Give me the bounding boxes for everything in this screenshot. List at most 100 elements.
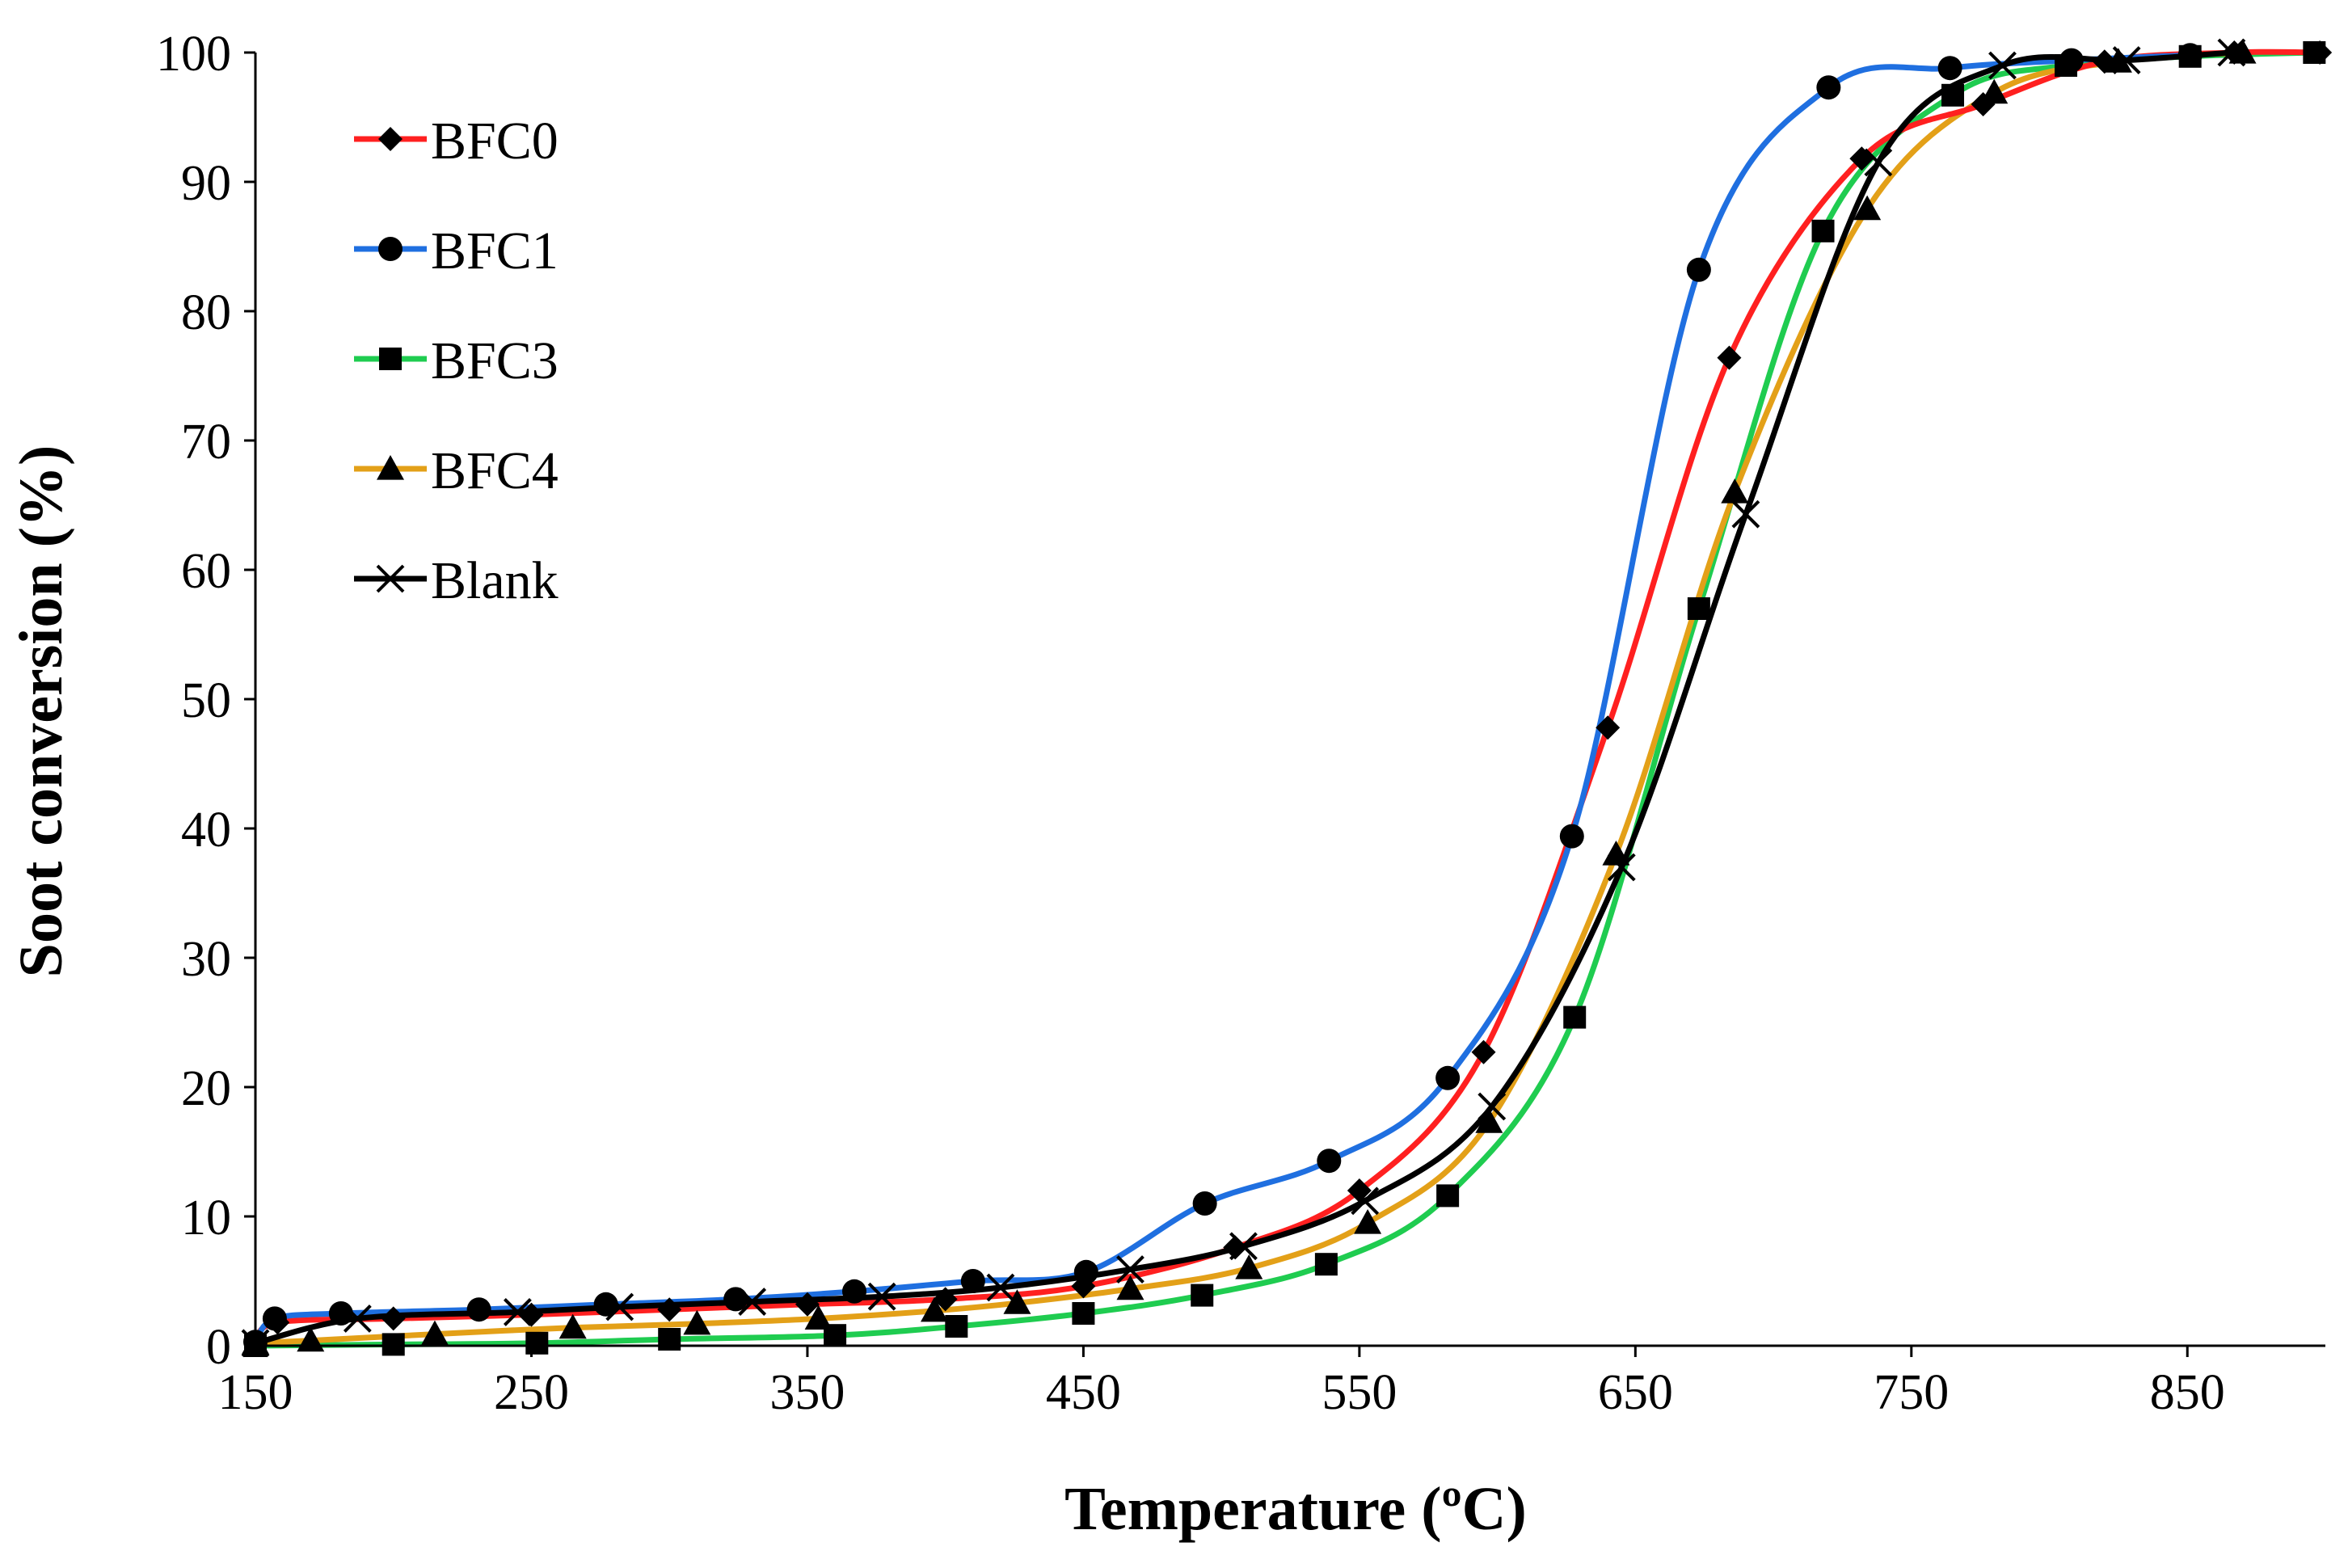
data-point-bfc1 <box>2177 43 2203 68</box>
data-point-blank <box>1864 148 1893 177</box>
x-tick-label: 750 <box>1874 1365 1949 1420</box>
data-point-bfc4 <box>1475 1108 1503 1133</box>
data-point-bfc1 <box>1073 1259 1098 1284</box>
x-tick-label: 450 <box>1046 1365 1121 1420</box>
data-point-bfc1 <box>1816 75 1841 100</box>
data-point-blank <box>986 1273 1015 1302</box>
legend-marker <box>378 127 403 151</box>
data-point-blank <box>738 1288 767 1317</box>
legend-marker <box>376 564 405 593</box>
data-point-blank <box>343 1304 372 1333</box>
data-point-bfc1 <box>841 1279 866 1304</box>
x-tick-label: 850 <box>2150 1365 2225 1420</box>
series-lines <box>252 48 2323 1349</box>
x-tick-label: 250 <box>494 1365 569 1420</box>
data-point-bfc1 <box>1192 1191 1217 1216</box>
legend-item-bfc4: BFC4 <box>354 441 559 500</box>
data-point-bfc0 <box>795 1292 820 1317</box>
legend-item-bfc3: BFC3 <box>354 331 559 390</box>
data-point-blank <box>1229 1232 1258 1261</box>
data-point-bfc4 <box>420 1320 449 1346</box>
data-point-bfc0 <box>1717 345 1742 370</box>
data-point-blank <box>1478 1092 1507 1121</box>
legend-label: BFC3 <box>431 331 559 390</box>
data-point-blank <box>2112 46 2141 75</box>
legend-marker <box>379 348 402 370</box>
legend-item-bfc1: BFC1 <box>354 221 559 280</box>
data-point-bfc4 <box>1235 1254 1263 1279</box>
data-point-bfc1 <box>262 1306 287 1331</box>
y-tick-label: 20 <box>181 1061 231 1116</box>
legend-marker <box>378 237 403 261</box>
x-axis-title: Temperature (ºC) <box>1064 1475 1527 1543</box>
data-point-bfc3 <box>658 1328 681 1351</box>
y-tick-label: 70 <box>181 415 231 470</box>
data-point-bfc4 <box>1602 841 1630 866</box>
data-point-bfc3 <box>1436 1184 1460 1208</box>
data-point-bfc4 <box>1354 1209 1382 1234</box>
legend-label: BFC1 <box>431 221 559 280</box>
tick-labels: 150 250 350 450 550 650 750 850 0 10 20 30 40 50 60 70 8… <box>156 27 2225 1420</box>
data-point-bfc1 <box>1559 824 1584 849</box>
tick-marks <box>244 51 2189 1357</box>
data-point-bfc4 <box>1853 195 1882 221</box>
data-point-bfc3 <box>1687 597 1710 620</box>
y-tick-label: 30 <box>181 932 231 987</box>
data-point-bfc4 <box>1721 478 1749 504</box>
data-point-blank <box>605 1292 634 1321</box>
data-point-bfc3 <box>1941 83 1965 107</box>
y-tick-label: 100 <box>156 27 231 82</box>
y-axis-title: Soot conversion (%) <box>7 445 75 978</box>
data-point-bfc0 <box>1347 1178 1372 1203</box>
data-point-bfc0 <box>933 1287 958 1312</box>
legend-label: BFC0 <box>431 112 559 171</box>
data-point-bfc0 <box>2092 49 2117 74</box>
data-point-bfc0 <box>1471 1039 1496 1064</box>
data-point-bfc4 <box>804 1305 833 1330</box>
data-point-blank <box>1988 51 2017 80</box>
data-point-bfc0 <box>381 1306 406 1331</box>
data-point-bfc3 <box>1072 1302 1095 1325</box>
data-point-bfc4 <box>1003 1289 1031 1314</box>
data-point-blank <box>1351 1187 1380 1216</box>
data-point-bfc4 <box>683 1309 711 1335</box>
series-line-bfc3 <box>252 49 2317 1349</box>
series-line-bfc0 <box>252 48 2323 1345</box>
y-tick-label: 60 <box>181 544 231 599</box>
x-tick-label: 550 <box>1322 1365 1397 1420</box>
data-point-bfc1 <box>1435 1065 1461 1090</box>
y-tick-label: 80 <box>181 285 231 340</box>
x-tick-label: 150 <box>218 1365 293 1420</box>
data-point-bfc1 <box>466 1297 491 1322</box>
data-point-bfc0 <box>1596 715 1621 740</box>
axes <box>254 53 2325 1347</box>
data-point-bfc1 <box>1937 56 1962 81</box>
data-point-bfc1 <box>328 1301 353 1326</box>
legend-item-blank: Blank <box>354 551 559 610</box>
data-point-bfc0 <box>1971 92 1996 116</box>
legend-label: Blank <box>431 551 559 610</box>
data-point-bfc3 <box>525 1331 549 1355</box>
legend: BFC0 BFC1 BFC3 BFC4 Blank <box>354 112 559 610</box>
data-point-bfc1 <box>1686 257 1711 282</box>
data-point-bfc4 <box>1116 1275 1144 1300</box>
data-point-blank <box>2217 38 2246 67</box>
data-point-blank <box>1731 499 1760 529</box>
data-point-bfc4 <box>921 1296 949 1322</box>
data-point-blank <box>867 1282 896 1311</box>
data-point-bfc1 <box>1317 1149 1342 1174</box>
data-point-bfc3 <box>1811 219 1835 242</box>
y-tick-label: 50 <box>181 673 231 728</box>
y-tick-label: 90 <box>181 156 231 211</box>
data-point-bfc0 <box>2222 40 2247 65</box>
y-tick-label: 40 <box>181 803 231 858</box>
data-point-blank <box>1116 1255 1144 1284</box>
data-point-blank <box>1607 853 1636 882</box>
data-point-blank <box>503 1297 532 1326</box>
data-point-bfc1 <box>2059 48 2084 73</box>
data-point-bfc1 <box>960 1269 985 1293</box>
data-point-bfc4 <box>559 1313 587 1339</box>
data-point-bfc3 <box>945 1315 968 1338</box>
legend-marker <box>377 455 404 480</box>
